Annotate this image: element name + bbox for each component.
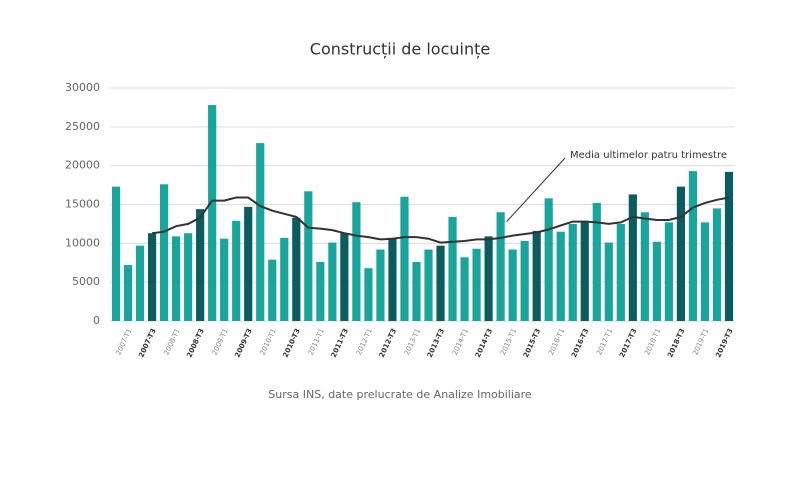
y-tick-label: 5000 <box>72 275 100 288</box>
x-tick-label: 2008-T1 <box>162 327 181 356</box>
x-tick-label: 2016-T3 <box>570 327 590 359</box>
bar <box>268 259 277 321</box>
bar <box>484 236 493 321</box>
x-tick-label: 2015-T1 <box>499 327 518 356</box>
x-tick-label: 2013-T3 <box>426 327 446 359</box>
x-tick-label: 2017-T3 <box>618 327 638 359</box>
x-tick-label: 2012-T3 <box>378 327 398 359</box>
x-tick-label: 2015-T3 <box>522 327 542 359</box>
bar <box>135 245 145 321</box>
x-tick-label: 2010-T1 <box>259 327 278 356</box>
bar <box>304 191 313 321</box>
bar <box>508 249 517 321</box>
bar <box>460 257 469 321</box>
bar <box>700 222 710 321</box>
bar <box>232 220 241 321</box>
x-tick-label: 2009-T3 <box>233 327 253 359</box>
x-tick-label: 2014-T3 <box>474 327 494 359</box>
bar <box>280 237 289 321</box>
x-tick-label: 2017-T1 <box>595 327 614 356</box>
bar <box>184 233 193 321</box>
bar <box>580 220 589 321</box>
bar <box>556 231 565 321</box>
bar <box>328 242 337 321</box>
bar <box>400 196 409 321</box>
bar <box>724 171 734 321</box>
average-line <box>151 196 730 244</box>
bar <box>123 265 133 321</box>
bar <box>412 261 421 321</box>
bar <box>436 245 445 321</box>
bar <box>532 230 541 321</box>
bar <box>111 186 121 321</box>
bar <box>340 233 349 321</box>
bar <box>172 236 181 321</box>
y-tick-label: 10000 <box>65 236 100 249</box>
bar <box>640 212 649 321</box>
chart-title: Construcții de locuințe <box>310 40 490 59</box>
bar <box>448 216 457 321</box>
bar <box>664 222 673 321</box>
y-tick-label: 15000 <box>65 198 100 211</box>
bar <box>712 208 722 321</box>
y-tick-label: 25000 <box>65 120 100 133</box>
x-tick-label: 2007-T1 <box>114 327 133 356</box>
x-tick-label: 2008-T3 <box>185 327 205 359</box>
x-tick-label: 2018-T1 <box>643 327 662 356</box>
bar <box>676 186 685 321</box>
bar <box>388 237 397 321</box>
x-tick-label: 2013-T1 <box>403 327 422 356</box>
x-tick-label: 2019-T3 <box>714 327 734 359</box>
bar <box>196 209 205 321</box>
bar <box>256 143 265 321</box>
bar <box>604 242 613 321</box>
bar <box>496 212 505 321</box>
line-annotation: Media ultimelor patru trimestre <box>570 150 727 161</box>
y-tick-label: 0 <box>93 314 100 327</box>
bar <box>220 238 229 321</box>
bar <box>364 268 373 321</box>
x-tick-label: 2019-T1 <box>691 327 710 356</box>
bar <box>472 248 481 321</box>
bar <box>628 194 637 321</box>
bar <box>520 241 529 321</box>
x-tick-label: 2009-T1 <box>211 327 230 356</box>
bar <box>544 198 553 321</box>
bar <box>292 217 301 321</box>
x-tick-label: 2014-T1 <box>451 327 470 356</box>
bar <box>147 233 157 321</box>
x-tick-label: 2011-T3 <box>330 327 350 359</box>
x-tick-label: 2010-T3 <box>282 327 302 359</box>
y-tick-label: 30000 <box>65 81 100 94</box>
bar <box>208 105 217 321</box>
bar <box>592 202 601 321</box>
y-tick-label: 20000 <box>65 159 100 172</box>
bar <box>652 241 661 321</box>
source-note: Sursa INS, date prelucrate de Analize Im… <box>268 388 532 401</box>
x-tick-label: 2018-T3 <box>666 327 686 359</box>
bar <box>160 184 169 321</box>
x-tick-label: 2007-T3 <box>137 327 157 359</box>
bar <box>352 202 361 321</box>
x-tick-label: 2016-T1 <box>547 327 566 356</box>
x-tick-label: 2012-T1 <box>355 327 374 356</box>
bar <box>244 206 253 321</box>
bar <box>316 261 325 321</box>
annotation-leader <box>506 157 566 222</box>
bar <box>616 223 625 321</box>
bar <box>376 249 385 321</box>
bar <box>424 249 433 321</box>
x-tick-label: 2011-T1 <box>307 327 326 356</box>
bar <box>688 171 698 321</box>
bar <box>568 223 577 321</box>
